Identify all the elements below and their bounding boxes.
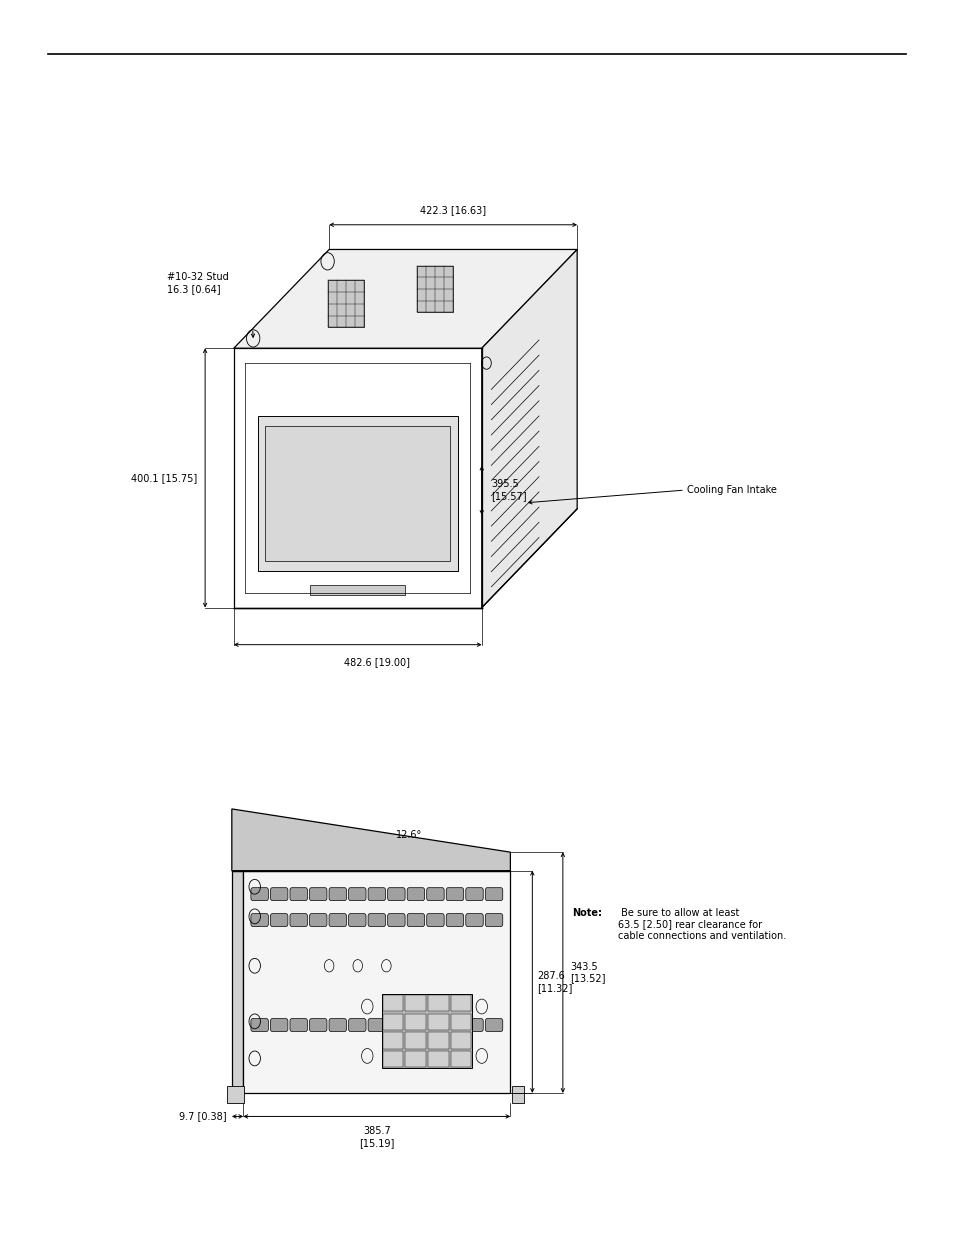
Polygon shape <box>481 249 577 608</box>
Polygon shape <box>232 809 510 871</box>
Polygon shape <box>233 249 577 348</box>
FancyBboxPatch shape <box>329 888 346 900</box>
Bar <box>227 1086 244 1103</box>
FancyBboxPatch shape <box>309 1019 327 1031</box>
Bar <box>405 1051 425 1067</box>
Bar <box>328 280 364 327</box>
FancyBboxPatch shape <box>329 914 346 926</box>
FancyBboxPatch shape <box>387 914 405 926</box>
Bar <box>382 995 403 1011</box>
Bar <box>450 995 471 1011</box>
FancyBboxPatch shape <box>446 914 463 926</box>
Text: Cooling Fan Intake: Cooling Fan Intake <box>686 485 776 495</box>
FancyBboxPatch shape <box>485 1019 502 1031</box>
Bar <box>265 426 450 561</box>
Bar <box>382 1051 403 1067</box>
FancyBboxPatch shape <box>348 888 366 900</box>
Text: 385.7
[15.19]: 385.7 [15.19] <box>358 1126 395 1147</box>
Bar <box>427 1051 448 1067</box>
FancyBboxPatch shape <box>309 914 327 926</box>
FancyBboxPatch shape <box>270 888 288 900</box>
Bar <box>382 1014 403 1030</box>
Text: 12.6°: 12.6° <box>395 830 422 840</box>
Text: 287.6
[11.32]: 287.6 [11.32] <box>537 971 572 993</box>
FancyBboxPatch shape <box>465 888 483 900</box>
FancyBboxPatch shape <box>290 888 307 900</box>
Bar <box>512 1086 523 1103</box>
FancyBboxPatch shape <box>270 914 288 926</box>
Bar <box>450 1051 471 1067</box>
FancyBboxPatch shape <box>368 1019 385 1031</box>
Bar <box>427 1032 448 1049</box>
FancyBboxPatch shape <box>368 914 385 926</box>
Bar <box>381 994 472 1068</box>
FancyBboxPatch shape <box>251 1019 268 1031</box>
FancyBboxPatch shape <box>407 1019 424 1031</box>
Bar <box>427 995 448 1011</box>
Bar <box>405 1014 425 1030</box>
FancyBboxPatch shape <box>446 1019 463 1031</box>
Text: 422.3 [16.63]: 422.3 [16.63] <box>419 205 486 215</box>
FancyBboxPatch shape <box>290 914 307 926</box>
FancyBboxPatch shape <box>426 914 444 926</box>
Polygon shape <box>232 871 243 1093</box>
Text: 482.6 [19.00]: 482.6 [19.00] <box>343 657 410 667</box>
FancyBboxPatch shape <box>485 914 502 926</box>
FancyBboxPatch shape <box>407 888 424 900</box>
Bar <box>382 1032 403 1049</box>
Bar <box>310 585 405 595</box>
Text: 9.7 [0.38]: 9.7 [0.38] <box>179 1112 227 1121</box>
Bar <box>450 1014 471 1030</box>
Bar <box>405 1032 425 1049</box>
Bar <box>427 1014 448 1030</box>
FancyBboxPatch shape <box>348 1019 366 1031</box>
FancyBboxPatch shape <box>426 888 444 900</box>
FancyBboxPatch shape <box>465 914 483 926</box>
FancyBboxPatch shape <box>251 914 268 926</box>
FancyBboxPatch shape <box>387 1019 405 1031</box>
FancyBboxPatch shape <box>485 888 502 900</box>
Text: #10-32 Stud
16.3 [0.64]: #10-32 Stud 16.3 [0.64] <box>167 273 229 294</box>
Bar <box>405 995 425 1011</box>
Text: 400.1 [15.75]: 400.1 [15.75] <box>132 473 197 483</box>
FancyBboxPatch shape <box>368 888 385 900</box>
Polygon shape <box>243 871 510 1093</box>
FancyBboxPatch shape <box>270 1019 288 1031</box>
Bar <box>257 416 457 571</box>
Text: Be sure to allow at least
63.5 [2.50] rear clearance for
cable connections and v: Be sure to allow at least 63.5 [2.50] re… <box>618 908 785 941</box>
FancyBboxPatch shape <box>426 1019 444 1031</box>
FancyBboxPatch shape <box>446 888 463 900</box>
Bar <box>450 1032 471 1049</box>
FancyBboxPatch shape <box>387 888 405 900</box>
FancyBboxPatch shape <box>251 888 268 900</box>
Text: 343.5
[13.52]: 343.5 [13.52] <box>570 962 605 983</box>
FancyBboxPatch shape <box>290 1019 307 1031</box>
FancyBboxPatch shape <box>329 1019 346 1031</box>
Text: 395.5
[15.57]: 395.5 [15.57] <box>491 479 526 501</box>
FancyBboxPatch shape <box>348 914 366 926</box>
FancyBboxPatch shape <box>465 1019 483 1031</box>
Bar <box>416 266 453 312</box>
FancyBboxPatch shape <box>309 888 327 900</box>
Text: Note:: Note: <box>572 908 601 918</box>
FancyBboxPatch shape <box>407 914 424 926</box>
